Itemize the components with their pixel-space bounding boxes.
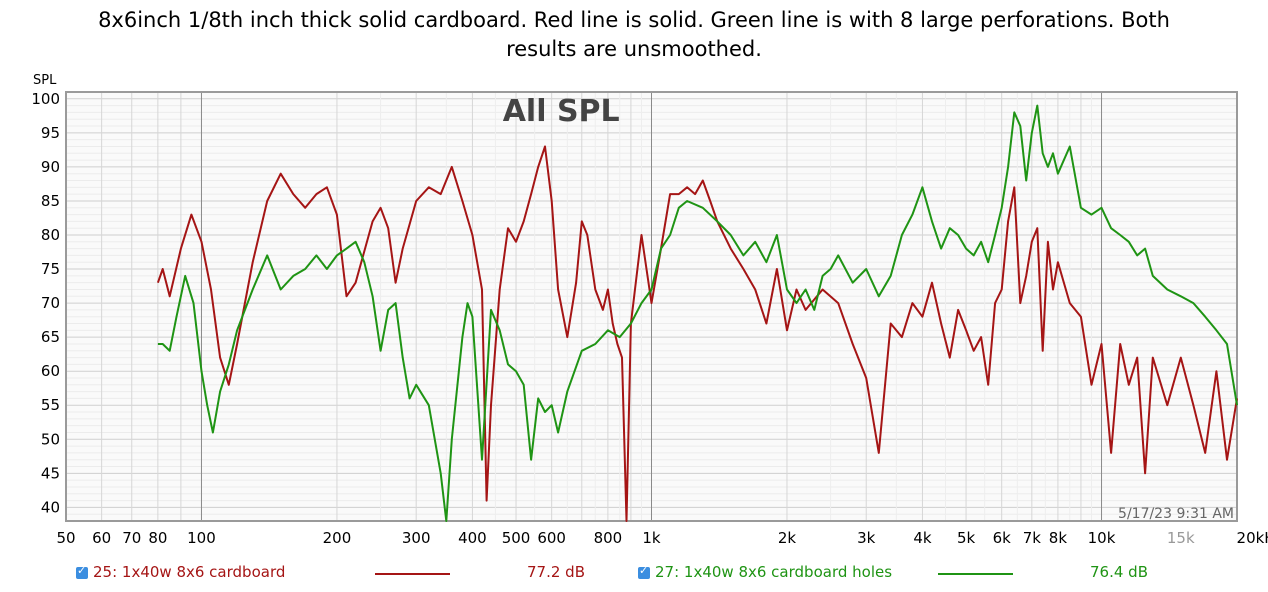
x-tick-label: 600 xyxy=(537,529,566,547)
series-25-checkbox[interactable] xyxy=(76,564,88,579)
y-tick-label: 95 xyxy=(41,124,60,142)
x-tick-label: 400 xyxy=(458,529,487,547)
x-tick-label: 60 xyxy=(92,529,111,547)
x-tick-labels: 50 60 70 80 100 200 300 400 500 600 800 1k 2k 3k 4k 5k 6… xyxy=(56,529,1268,547)
legend-series-27-name: 27: 1x40w 8x6 cardboard holes xyxy=(655,563,893,581)
grid-lines xyxy=(65,91,1238,522)
legend-series-25-name: 25: 1x40w 8x6 cardboard xyxy=(93,563,286,581)
x-tick-label: 800 xyxy=(594,529,623,547)
x-tick-label: 2k xyxy=(778,529,797,547)
x-tick-label: 15k xyxy=(1167,529,1195,547)
x-tick-label: 3k xyxy=(857,529,876,547)
x-tick-label: 100 xyxy=(187,529,216,547)
x-tick-label: 50 xyxy=(56,529,75,547)
x-tick-label: 20kHz xyxy=(1237,529,1268,547)
legend-series-27-swatch xyxy=(938,573,1013,575)
x-tick-label: 7k xyxy=(1023,529,1042,547)
x-tick-label: 500 xyxy=(502,529,531,547)
x-tick-label: 300 xyxy=(402,529,431,547)
y-tick-label: 80 xyxy=(41,226,60,244)
y-tick-label: 45 xyxy=(41,464,60,482)
y-tick-label: 100 xyxy=(31,90,60,108)
x-tick-label: 10k xyxy=(1088,529,1116,547)
y-tick-label: 55 xyxy=(41,396,60,414)
y-tick-label: 85 xyxy=(41,192,60,210)
chart-caption-line-1: 8x6inch 1/8th inch thick solid cardboard… xyxy=(98,8,1170,32)
chart-caption-line-2: results are unsmoothed. xyxy=(506,37,762,61)
y-tick-label: 90 xyxy=(41,158,60,176)
x-tick-label: 8k xyxy=(1049,529,1068,547)
y-tick-label: 70 xyxy=(41,294,60,312)
legend-series-25-value: 77.2 dB xyxy=(527,563,585,581)
y-tick-label: 60 xyxy=(41,362,60,380)
y-tick-label: 75 xyxy=(41,260,60,278)
x-tick-label: 70 xyxy=(122,529,141,547)
chart-title-block: 8x6inch 1/8th inch thick solid cardboard… xyxy=(0,6,1268,64)
y-axis-label: SPL xyxy=(33,73,57,88)
x-tick-label: 80 xyxy=(148,529,167,547)
legend: 25: 1x40w 8x6 cardboard 77.2 dB 27: 1x40… xyxy=(0,563,1268,583)
legend-series-25-swatch xyxy=(375,573,450,575)
series-27-checkbox[interactable] xyxy=(638,564,650,579)
y-tick-labels: 40 45 50 55 60 65 70 75 80 85 90 95 100 xyxy=(31,90,60,517)
y-tick-label: 40 xyxy=(41,498,60,516)
x-tick-label: 1k xyxy=(642,529,661,547)
y-tick-label: 65 xyxy=(41,328,60,346)
plot-frame xyxy=(65,91,1238,522)
y-tick-label: 50 xyxy=(41,430,60,448)
series-line-cardboard xyxy=(156,145,1238,522)
series-line-cardboard-holes xyxy=(157,104,1238,522)
plot-title: All SPL xyxy=(503,94,620,129)
timestamp-label: 5/17/23 9:31 AM xyxy=(1118,506,1234,522)
legend-series-27-value: 76.4 dB xyxy=(1090,563,1148,581)
x-tick-label: 5k xyxy=(957,529,976,547)
x-tick-label: 6k xyxy=(993,529,1012,547)
x-tick-label: 4k xyxy=(913,529,932,547)
series-lines xyxy=(156,104,1238,522)
x-tick-label: 200 xyxy=(323,529,352,547)
